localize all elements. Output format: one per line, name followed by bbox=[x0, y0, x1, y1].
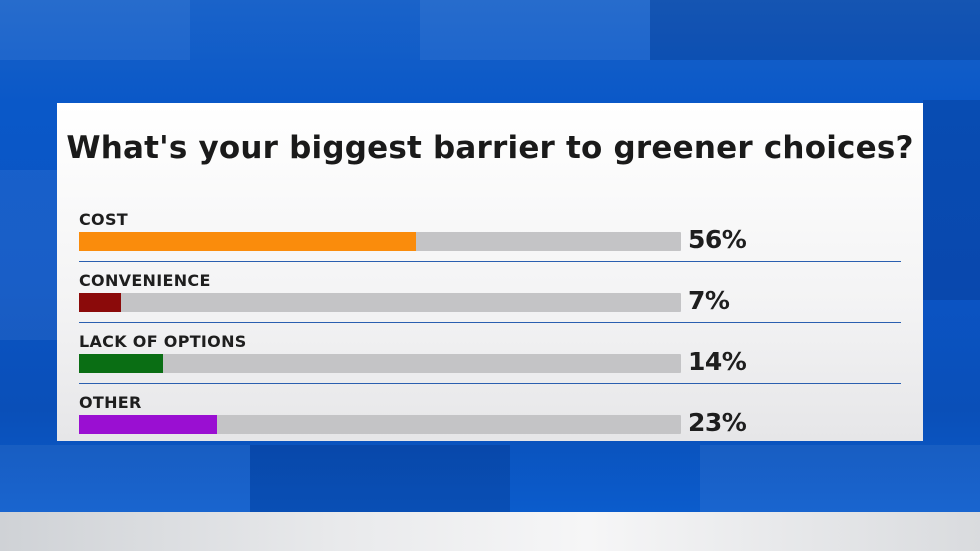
row-divider bbox=[79, 383, 901, 384]
bar-cost bbox=[79, 232, 416, 251]
bar-value-convenience: 7% bbox=[688, 286, 730, 315]
row-divider bbox=[79, 322, 901, 323]
bottom-strip bbox=[0, 512, 980, 551]
bar-value-cost: 56% bbox=[688, 225, 747, 254]
bar-value-lack-of-options: 14% bbox=[688, 347, 747, 376]
row-divider bbox=[79, 261, 901, 262]
bar-track-convenience bbox=[79, 293, 681, 312]
bar-value-other: 23% bbox=[688, 408, 747, 437]
bar-label-convenience: CONVENIENCE bbox=[79, 271, 211, 290]
poll-card bbox=[57, 103, 923, 441]
bar-label-cost: COST bbox=[79, 210, 128, 229]
chart-title: What's your biggest barrier to greener c… bbox=[66, 130, 914, 166]
bar-convenience bbox=[79, 293, 121, 312]
bar-label-other: OTHER bbox=[79, 393, 142, 412]
bar-label-lack-of-options: LACK OF OPTIONS bbox=[79, 332, 247, 351]
bar-other bbox=[79, 415, 217, 434]
bar-track-cost bbox=[79, 232, 681, 251]
bar-track-other bbox=[79, 415, 681, 434]
bar-lack-of-options bbox=[79, 354, 163, 373]
bar-track-lack-of-options bbox=[79, 354, 681, 373]
